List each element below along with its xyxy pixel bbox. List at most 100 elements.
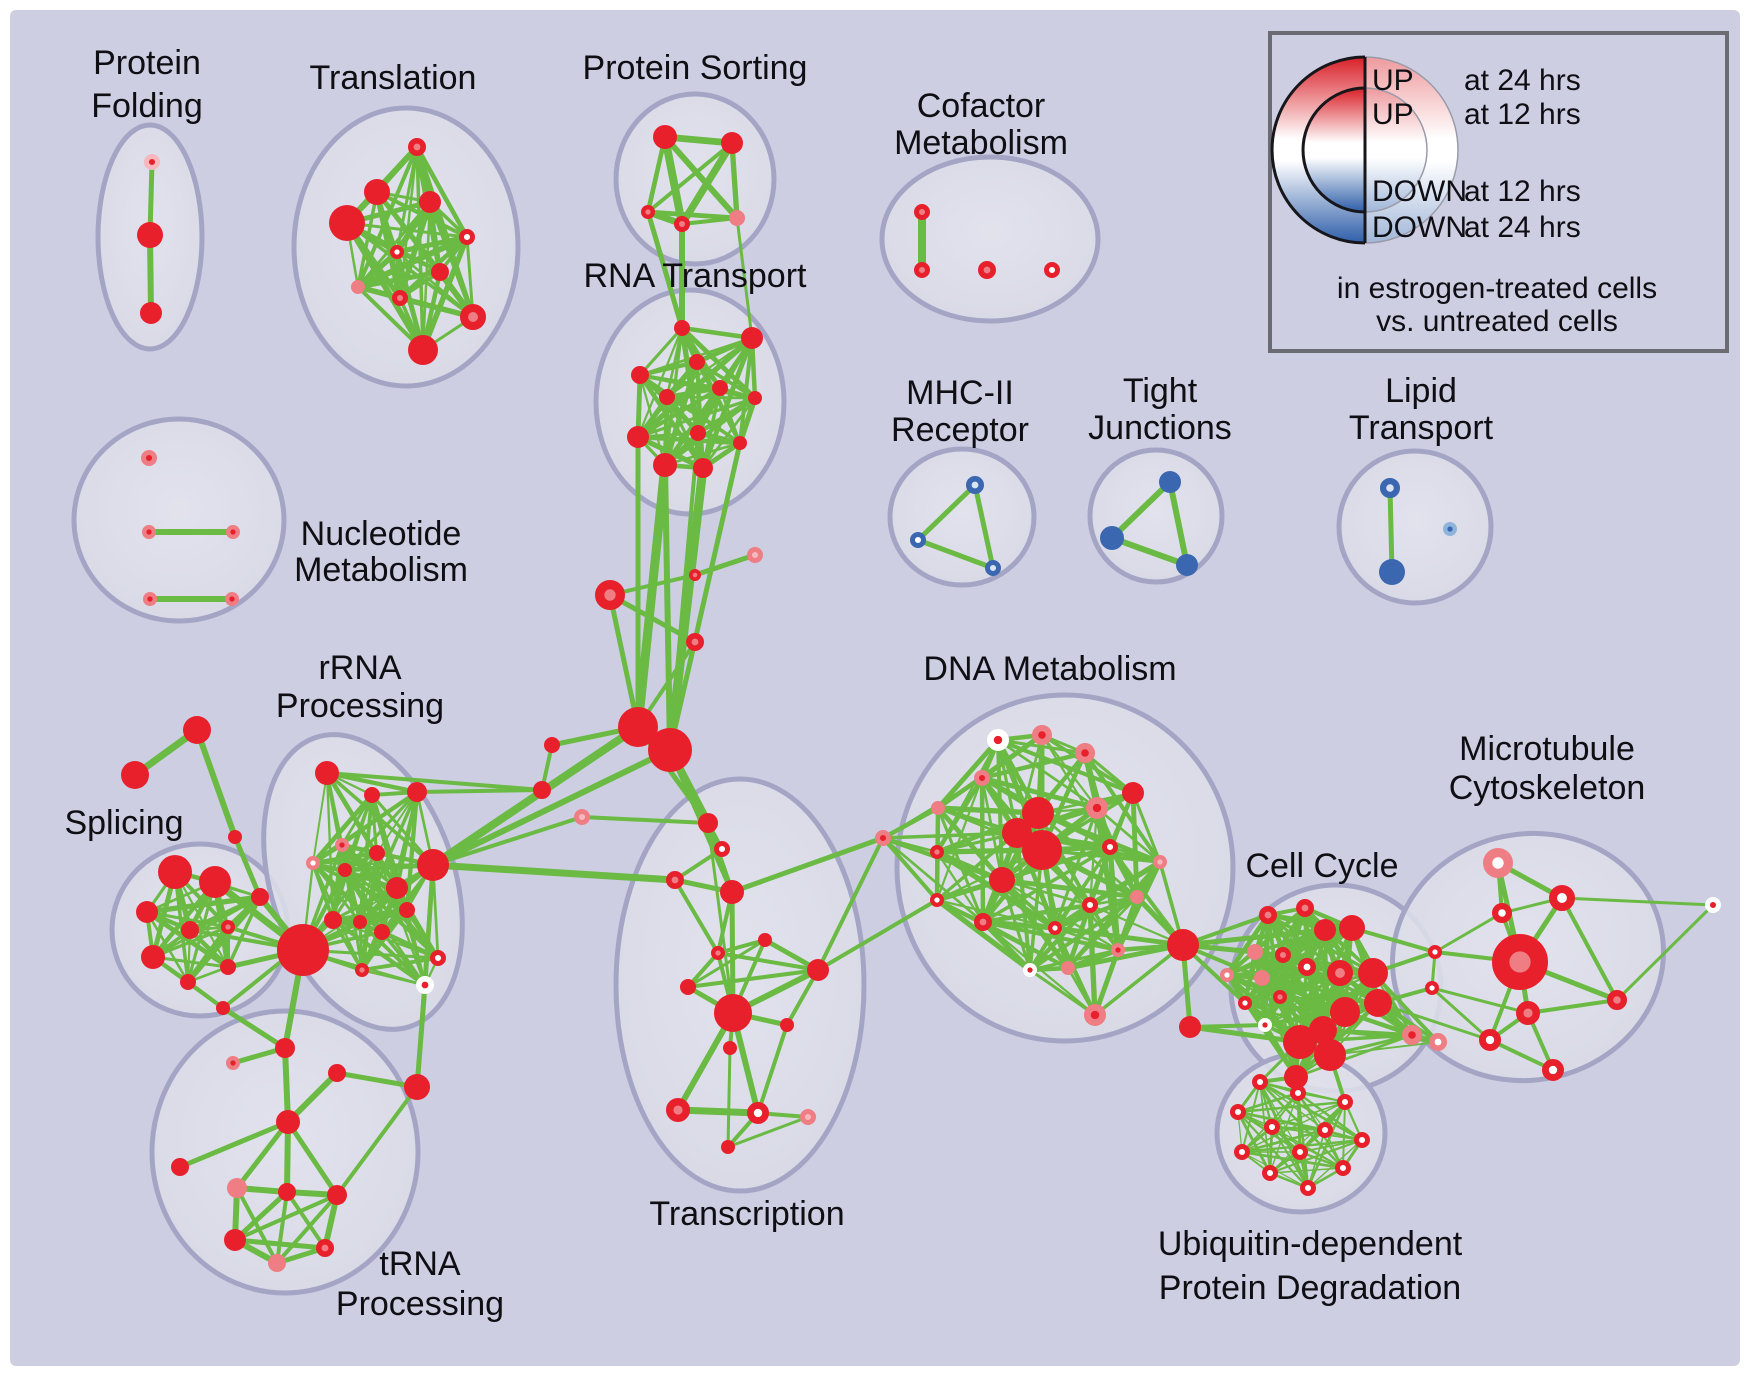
- gene-node: [416, 975, 435, 994]
- edge: [194, 727, 238, 840]
- edge: [1299, 1139, 1363, 1153]
- gene-node: [748, 391, 762, 405]
- gene-node: [1298, 957, 1317, 976]
- edge: [331, 851, 379, 922]
- legend-time-label: at 24 hrs: [1464, 64, 1581, 97]
- edge: [1088, 903, 1185, 947]
- edge: [356, 285, 425, 352]
- gene-node: [1238, 995, 1253, 1010]
- edge: [637, 372, 706, 471]
- edge: [816, 836, 885, 972]
- gene-node: [758, 933, 772, 947]
- cluster-label-tr: Translation: [310, 59, 477, 97]
- edge: [735, 216, 754, 340]
- edge: [1225, 953, 1285, 977]
- cluster-label-ps: Protein Sorting: [583, 49, 808, 87]
- edge: [680, 216, 739, 226]
- edge: [1131, 791, 1162, 864]
- gene-node: [533, 781, 551, 799]
- gene-node: [369, 845, 385, 861]
- edge: [580, 815, 710, 825]
- gene-node: [143, 153, 160, 170]
- gene-node: [417, 849, 449, 881]
- gene-node: [689, 354, 705, 370]
- gene-node: [1254, 970, 1270, 986]
- edge: [635, 434, 706, 471]
- cluster-label-dm: DNA Metabolism: [923, 650, 1176, 688]
- edge: [1253, 926, 1354, 954]
- edge: [404, 789, 420, 913]
- edge: [633, 460, 670, 732]
- edge: [1052, 894, 1140, 931]
- gene-node: [1074, 742, 1095, 763]
- edge: [335, 1085, 419, 1197]
- gene-node: [306, 855, 321, 870]
- gene-node: [1176, 554, 1198, 576]
- gene-node: [710, 945, 725, 960]
- edge: [282, 1045, 291, 1125]
- gene-node: [648, 728, 692, 772]
- edge: [701, 396, 757, 470]
- cluster-label-sp: Splicing: [64, 804, 183, 842]
- edge: [1236, 1091, 1300, 1114]
- edge: [662, 134, 740, 221]
- edge: [1271, 1126, 1344, 1169]
- edge: [360, 968, 427, 987]
- edge: [395, 145, 419, 254]
- edge: [673, 878, 720, 955]
- edge: [1296, 1091, 1310, 1190]
- gene-node: [225, 524, 240, 539]
- edge: [645, 134, 668, 215]
- edge: [1236, 1100, 1347, 1114]
- gene-node: [1023, 962, 1038, 977]
- gene-node: [690, 425, 706, 441]
- edge: [692, 552, 758, 578]
- gene-node: [1291, 1143, 1308, 1160]
- gene-node: [183, 716, 211, 744]
- gene-node: [374, 924, 390, 940]
- edge: [1035, 810, 1163, 865]
- cluster-label-cc: Cell Cycle: [1245, 847, 1398, 885]
- gene-node: [459, 303, 486, 330]
- edge: [1187, 1024, 1303, 1045]
- gene-node: [1314, 1039, 1346, 1071]
- gene-node: [1022, 830, 1062, 870]
- gene-node: [1258, 1017, 1273, 1032]
- edge: [756, 1023, 789, 1115]
- gene-node: [1339, 915, 1365, 941]
- edge: [429, 861, 679, 884]
- edge: [935, 776, 984, 902]
- legend-inner-left-arc: [1301, 86, 1366, 214]
- edge: [726, 1115, 810, 1149]
- cluster-label-tx: Transcription: [649, 1195, 844, 1233]
- edge: [285, 1119, 340, 1198]
- gene-node: [430, 949, 447, 966]
- edge: [330, 917, 428, 988]
- gene-node: [693, 458, 713, 478]
- gene-node: [1429, 1033, 1448, 1052]
- gene-node: [714, 994, 752, 1032]
- edge: [1350, 926, 1437, 954]
- cluster-ellipse-nm: [71, 416, 287, 624]
- edge: [1560, 896, 1619, 1002]
- edge: [1243, 971, 1342, 1005]
- edge: [981, 845, 1112, 924]
- gene-node: [1443, 521, 1458, 536]
- gene-node: [544, 737, 560, 753]
- gene-node: [653, 453, 677, 477]
- gene-node: [1428, 944, 1443, 959]
- cluster-label-tn: tRNA: [379, 1245, 461, 1283]
- gene-node: [931, 801, 945, 815]
- edge: [706, 821, 735, 1015]
- gene-node: [984, 559, 1001, 576]
- gene-node: [746, 1102, 769, 1125]
- gene-node: [351, 280, 365, 294]
- edge: [310, 792, 375, 866]
- edge: [668, 431, 700, 752]
- gene-node: [659, 389, 675, 405]
- edge: [379, 929, 441, 961]
- edge: [1268, 1138, 1364, 1175]
- gene-node: [1179, 1016, 1201, 1038]
- gene-node: [909, 531, 926, 548]
- edge: [345, 221, 475, 319]
